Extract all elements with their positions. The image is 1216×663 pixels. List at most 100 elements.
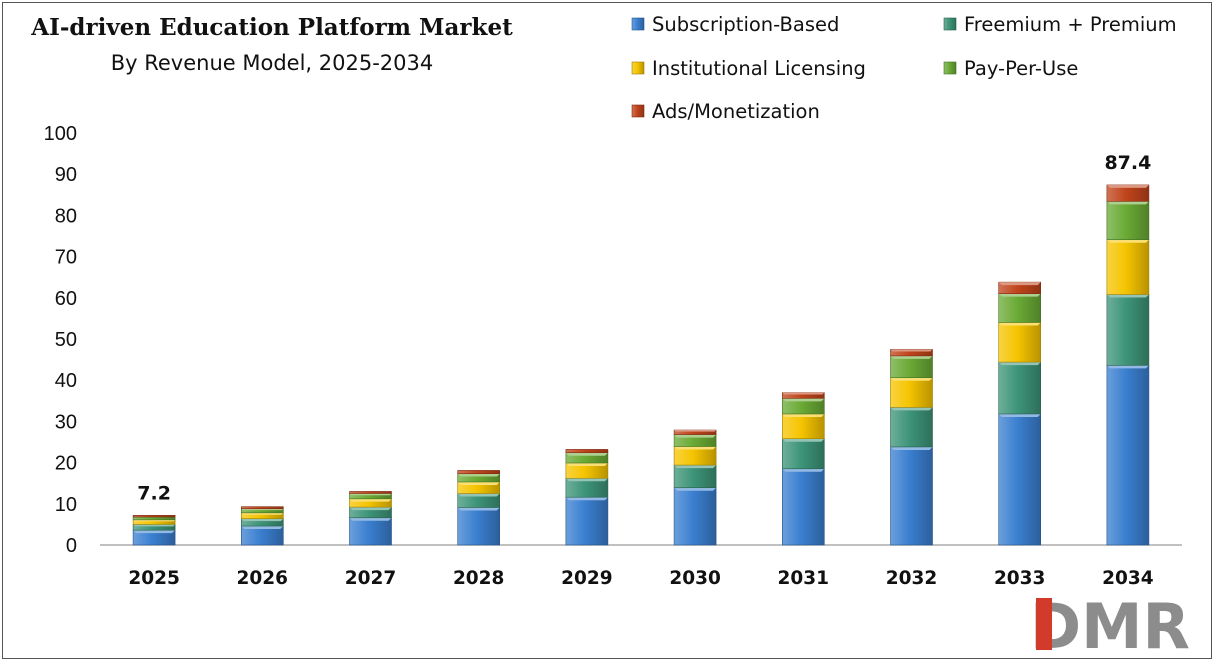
bar-segment [673,487,717,546]
bar-stack-2028 [457,470,501,546]
logo-accent [1036,598,1052,650]
bar-bevel [674,487,717,491]
bar-bevel [1106,239,1149,243]
legend-label: Subscription-Based [652,13,839,36]
bar-segment [781,438,825,470]
bar-segment [890,377,933,408]
bar-bevel [457,493,500,497]
bar-bevel [998,322,1041,326]
bar-stack-2026 [241,506,284,546]
bar-stack-2027 [349,491,392,546]
legend-swatch [631,17,645,31]
bar-segment [998,413,1042,546]
bar-segment [132,515,176,518]
bar-bevel [241,512,284,515]
total-label: 87.4 [1104,152,1151,174]
bar-bevel [1106,294,1149,298]
bar-segment [890,446,933,546]
y-tick-label: 10 [55,494,77,516]
x-tick-label: 2027 [345,568,397,589]
bar-bevel [565,463,608,467]
bar-segment [457,470,501,475]
legend-label: Freemium + Premium [964,13,1177,36]
bar-bevel [890,355,933,359]
bar-stack-2032 [890,348,933,546]
y-tick-label: 70 [55,247,77,269]
bar-segment [241,506,284,510]
bar-bevel [998,362,1041,366]
bar-segment [1106,365,1150,546]
bar-stack-2033 [998,281,1042,546]
bar-stack-2029 [565,449,609,546]
bar-bevel [1106,184,1149,188]
bar-bevel [998,413,1041,417]
bar-bevel [782,392,825,395]
legend-item: Ads/Monetization [631,100,820,123]
legend-item: Freemium + Premium [943,13,1177,36]
bar-bevel [890,407,933,411]
bar-bevel [674,434,717,438]
bar-bevel [782,398,825,402]
legend-item: Subscription-Based [631,13,839,36]
bar-bevel [565,452,608,456]
bar-segment [565,496,609,546]
legend-swatch [631,104,645,118]
bar-bevel [349,493,392,496]
x-tick-label: 2030 [669,568,721,589]
x-axis: 2025 2026 2027 2028 2029 2030 2031 2032 2033 2034 [128,568,1153,589]
bar-bevel [349,507,392,511]
bar-stack-2030 [673,429,717,546]
bar-bevel [241,526,284,530]
data-labels: 7.2 87.4 [137,152,1151,504]
bar-bevel [565,478,608,482]
bar-segment [349,517,392,546]
bar-bevel [241,508,284,511]
bar-segment [781,468,825,546]
bar-bevel [674,465,717,469]
bar-bevel [890,377,933,381]
bar-segment [1106,294,1150,366]
y-tick-label: 60 [55,288,77,310]
dmr-logo: DMR [1030,590,1190,663]
legend-label: Pay-Per-Use [964,57,1078,80]
legend-swatch [943,61,957,75]
bar-bevel [349,517,392,521]
bar-segment [890,407,933,448]
x-tick-label: 2026 [237,568,289,589]
bar-segment [1106,201,1150,241]
bar-segment [998,293,1042,323]
bar-stack-2025 [132,515,176,546]
bar-bevel [1106,365,1149,369]
legend-item: Institutional Licensing [631,57,866,80]
x-tick-label: 2025 [128,568,180,589]
y-tick-label: 40 [55,370,77,392]
bar-bevel [782,413,825,417]
bar-segment [132,516,176,521]
bar-bevel [890,446,933,450]
chart-title: AI-driven Education Platform Market [30,14,513,41]
x-tick-label: 2032 [886,568,938,589]
legend-swatch [631,61,645,75]
bar-bevel [457,481,500,485]
bar-bevel [133,530,176,534]
bar-bevel [1106,201,1149,205]
y-tick-label: 20 [55,453,77,475]
bar-stack-2034 [1106,184,1150,546]
bar-bevel [674,446,717,450]
bar-segment [998,361,1042,415]
legend-label: Ads/Monetization [652,100,820,123]
bar-bevel [241,518,284,522]
bar-bevel [349,498,392,502]
legend-item: Pay-Per-Use [943,57,1078,80]
logo-text: DMR [1030,590,1190,663]
x-tick-label: 2031 [778,568,830,589]
y-tick-label: 50 [55,329,77,351]
bar-bevel [998,293,1041,297]
bar-segment [349,491,392,494]
bar-segment [998,322,1042,363]
bar-bevel [565,497,608,501]
x-tick-label: 2034 [1102,568,1154,589]
bar-bevel [890,349,933,352]
legend: Subscription-Based Freemium + Premium Inst… [631,13,1177,123]
